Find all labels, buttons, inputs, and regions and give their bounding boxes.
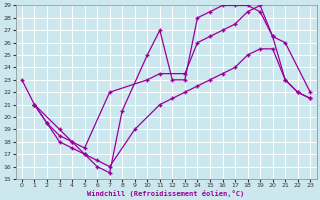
X-axis label: Windchill (Refroidissement éolien,°C): Windchill (Refroidissement éolien,°C) (87, 190, 245, 197)
